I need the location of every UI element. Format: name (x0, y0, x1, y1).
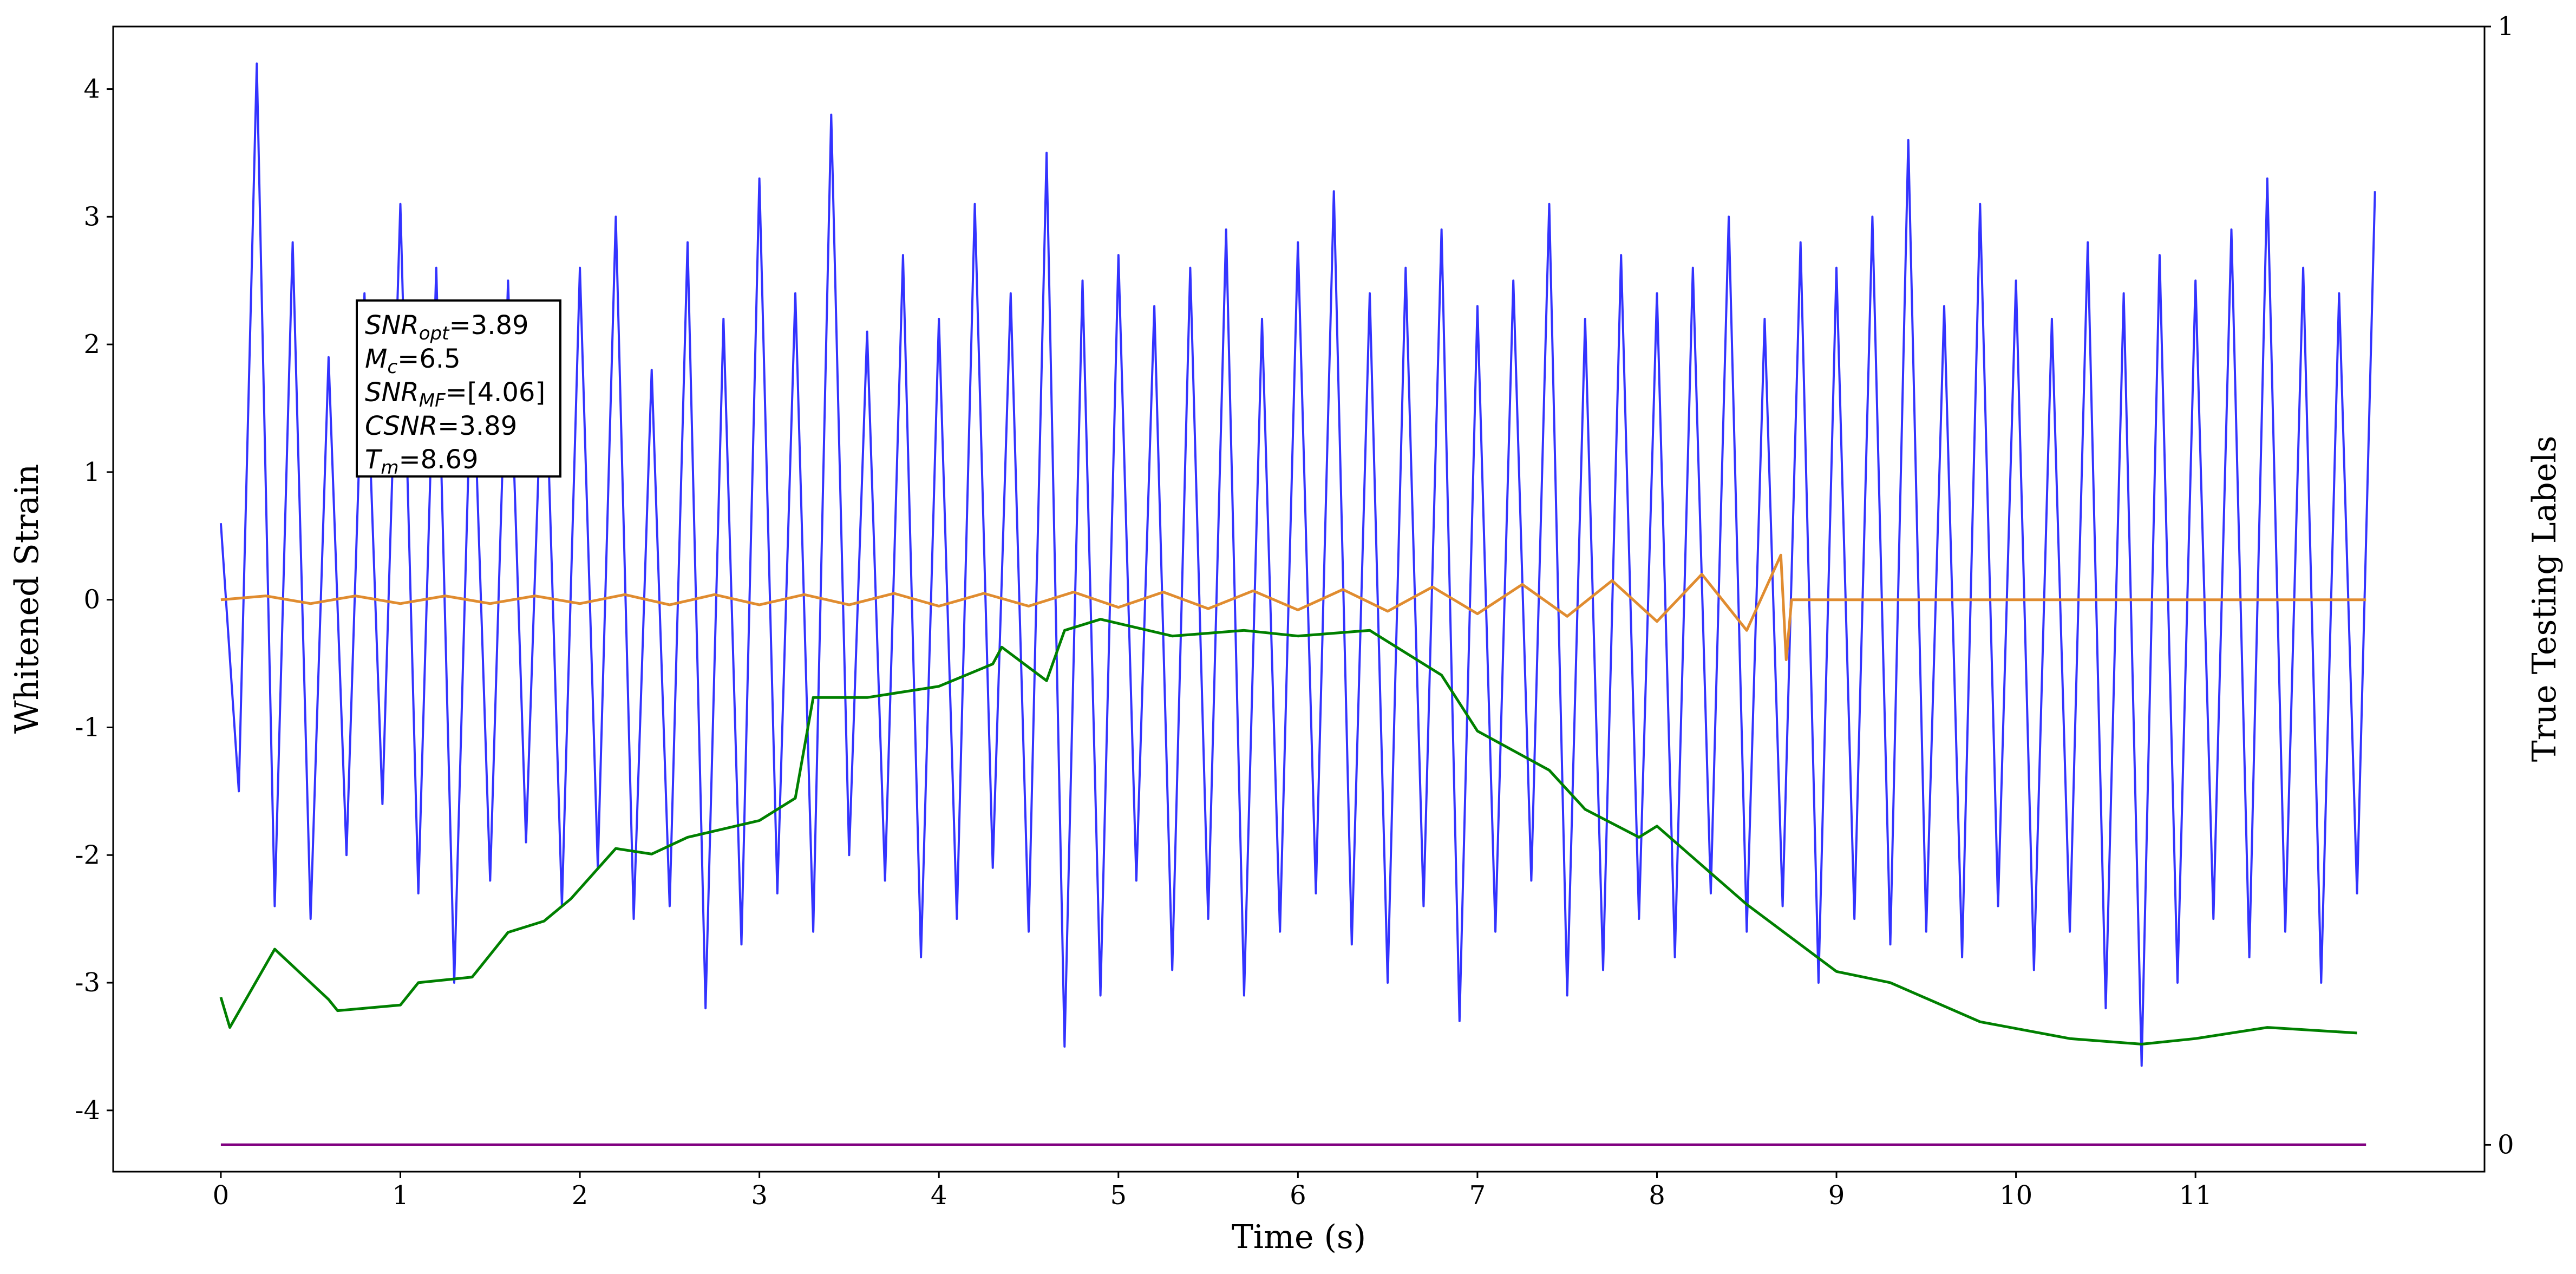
x-tick-label: 0 (213, 1180, 230, 1211)
y-tick-label: 4 (83, 74, 100, 104)
x-tick-label: 3 (751, 1180, 768, 1211)
y-tick-label: -3 (75, 968, 100, 998)
x-tick-label: 9 (1828, 1180, 1845, 1211)
x-tick-label: 8 (1649, 1180, 1665, 1211)
x-tick-label: 5 (1110, 1180, 1127, 1211)
y-axis-label: Whitened Strain (8, 464, 46, 734)
x-tick-label: 1 (392, 1180, 409, 1211)
annotation-box (356, 299, 561, 478)
annotation-name: SNR (365, 310, 419, 341)
series-line (219, 618, 2357, 1046)
y-tick-label: -1 (75, 712, 100, 742)
annotation-subscript: c (387, 356, 397, 378)
y-tick-label: -2 (75, 840, 100, 870)
annotation-value: =3.89 (437, 411, 517, 441)
annotation-name: CSNR (365, 411, 437, 441)
x-tick-label: 4 (931, 1180, 947, 1211)
series-line (219, 62, 2376, 1067)
y-tick-label: 3 (83, 201, 100, 232)
annotation-line: Mc=6.5 (365, 344, 461, 378)
annotation-value: =3.89 (449, 310, 528, 341)
annotation-value: =8.69 (398, 445, 478, 475)
y-tick-label: 2 (83, 329, 100, 360)
y2-tick-label: 0 (2497, 1129, 2514, 1160)
y-tick-label: 0 (83, 585, 100, 615)
y-tick-label: -4 (75, 1095, 100, 1126)
x-tick-label: 11 (2179, 1180, 2212, 1211)
annotation-subscript: MF (419, 390, 446, 411)
y2-axis-label: True Testing Labels (2526, 436, 2564, 762)
annotation-subscript: m (381, 457, 398, 479)
annotation-name: SNR (365, 377, 419, 408)
y2-tick-label: 1 (2497, 11, 2514, 42)
series-line (220, 553, 2366, 661)
annotation-value: =6.5 (397, 344, 461, 374)
annotation-subscript: opt (419, 323, 450, 344)
x-axis-label: Time (s) (1232, 1218, 1366, 1256)
annotation-line: SNRMF=[4.06] (365, 377, 545, 411)
x-tick-label: 6 (1290, 1180, 1306, 1211)
x-tick-label: 7 (1469, 1180, 1486, 1211)
x-tick-label: 2 (572, 1180, 589, 1211)
annotation-line: Tm=8.69 (365, 445, 479, 479)
annotation-line: CSNR=3.89 (365, 411, 517, 441)
y-tick-label: 1 (83, 457, 100, 487)
x-tick-label: 10 (1999, 1180, 2032, 1211)
annotation-name: T (365, 445, 383, 475)
annotation-name: M (365, 344, 387, 374)
annotation-value: =[4.06] (446, 377, 546, 408)
annotation-line: SNRopt=3.89 (365, 310, 529, 344)
